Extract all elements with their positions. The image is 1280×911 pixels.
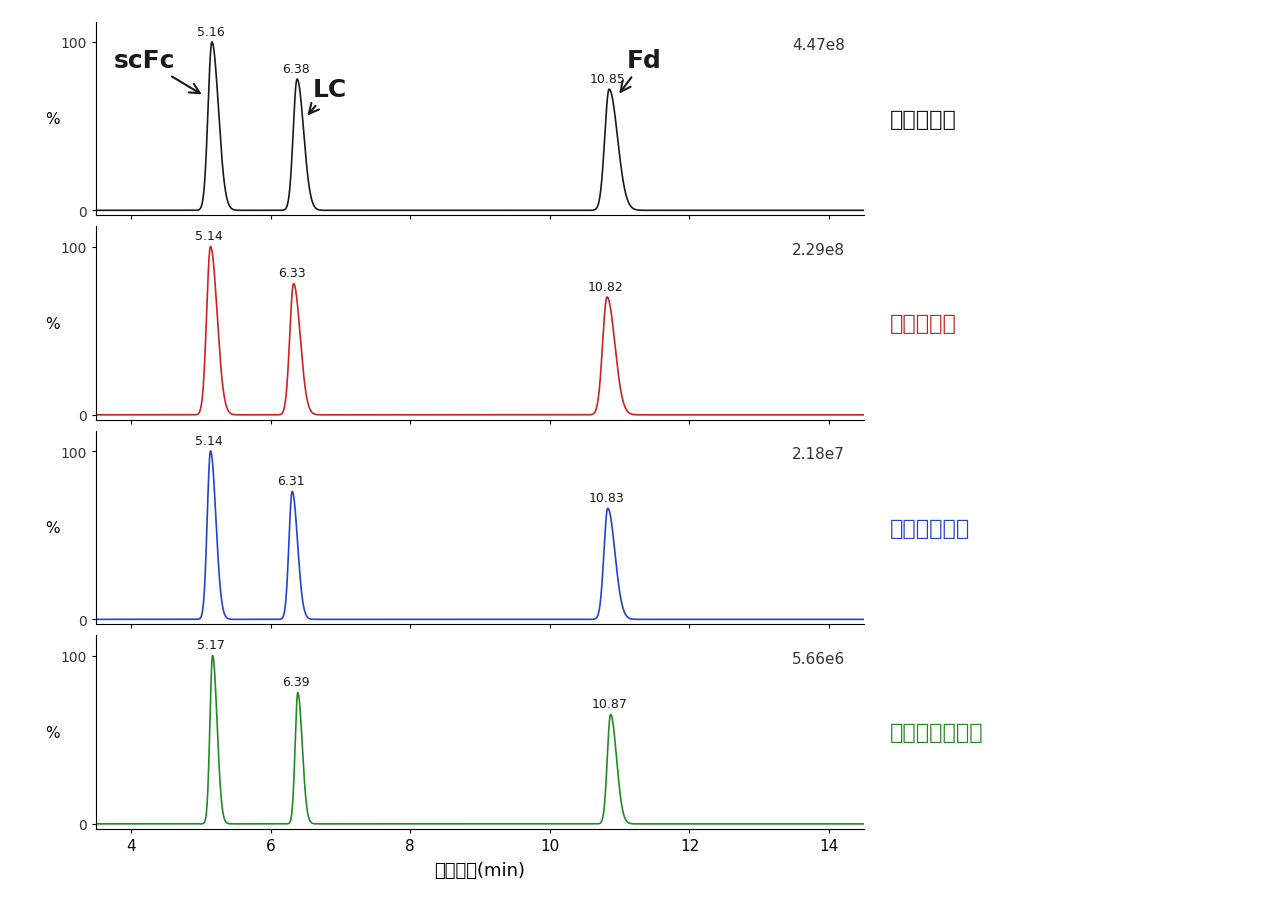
Y-axis label: %: % — [45, 520, 60, 536]
Text: 增强分辨率模式: 增强分辨率模式 — [890, 722, 983, 742]
Text: 6.33: 6.33 — [278, 267, 306, 280]
Text: 灵敏度模式: 灵敏度模式 — [890, 109, 956, 129]
Text: 分辨率模式: 分辨率模式 — [890, 313, 956, 333]
Text: Fd: Fd — [621, 49, 662, 93]
Text: 4.47e8: 4.47e8 — [792, 38, 845, 53]
Y-axis label: %: % — [45, 112, 60, 127]
Text: 5.66e6: 5.66e6 — [791, 651, 845, 666]
Text: 10.83: 10.83 — [589, 492, 625, 505]
Y-axis label: %: % — [45, 316, 60, 332]
Y-axis label: %: % — [45, 725, 60, 740]
Text: 10.82: 10.82 — [588, 281, 623, 293]
X-axis label: 保留时间(min): 保留时间(min) — [434, 861, 526, 879]
Text: 2.18e7: 2.18e7 — [792, 446, 845, 462]
Text: scFc: scFc — [114, 49, 200, 94]
Text: 6.39: 6.39 — [283, 676, 310, 689]
Text: 2.29e8: 2.29e8 — [792, 242, 845, 258]
Text: 高分辨率模式: 高分辨率模式 — [890, 518, 970, 538]
Text: LC: LC — [308, 77, 347, 115]
Text: 5.14: 5.14 — [196, 230, 223, 243]
Text: 5.14: 5.14 — [196, 435, 223, 447]
Text: 6.31: 6.31 — [276, 475, 305, 487]
Text: 6.38: 6.38 — [282, 63, 310, 76]
Text: 5.17: 5.17 — [197, 639, 225, 651]
Text: 10.85: 10.85 — [590, 73, 626, 86]
Text: 5.16: 5.16 — [197, 26, 224, 39]
Text: 10.87: 10.87 — [591, 698, 627, 711]
